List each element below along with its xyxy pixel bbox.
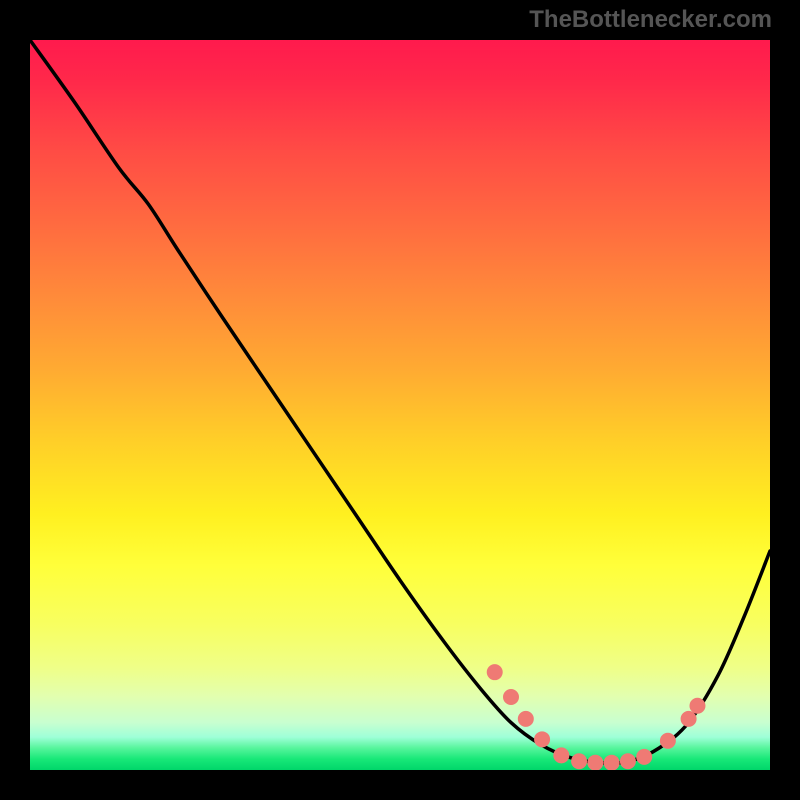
- curve-marker: [660, 733, 675, 748]
- curve-marker: [487, 665, 502, 680]
- curve-marker: [604, 755, 619, 770]
- curve-marker: [681, 711, 696, 726]
- plot-svg: [30, 40, 770, 770]
- watermark-text: TheBottlenecker.com: [529, 6, 772, 34]
- curve-marker: [620, 754, 635, 769]
- curve-marker: [572, 754, 587, 769]
- curve-marker: [554, 748, 569, 763]
- curve-marker: [690, 698, 705, 713]
- curve-marker: [637, 749, 652, 764]
- curve-marker: [535, 732, 550, 747]
- gradient-background: [30, 40, 770, 770]
- curve-marker: [518, 711, 533, 726]
- chart-container: TheBottlenecker.com: [0, 0, 800, 800]
- curve-marker: [588, 755, 603, 770]
- plot-area: [30, 40, 770, 770]
- curve-marker: [504, 690, 519, 705]
